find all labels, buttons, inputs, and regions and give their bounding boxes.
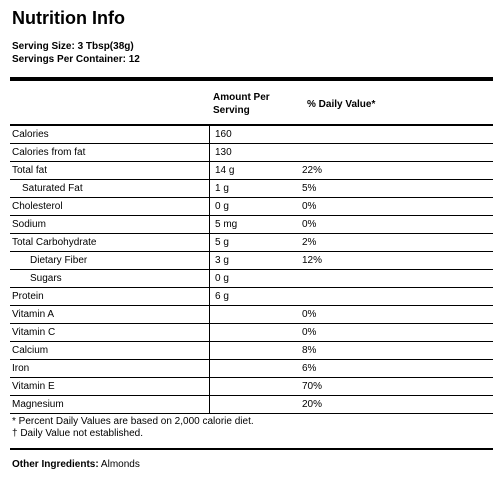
nutrient-name: Vitamin A (12, 309, 55, 320)
table-row: Vitamin C 0% (10, 324, 493, 342)
nutrient-amount: 3 g (209, 252, 229, 270)
nutrient-name: Calories from fat (12, 147, 86, 158)
nutrient-daily-value: 70% (302, 381, 323, 392)
nutrient-name: Sugars (30, 273, 62, 284)
nutrient-name: Dietary Fiber (30, 255, 88, 266)
table-row: Calories from fat 130 (10, 144, 493, 162)
nutrient-amount: 6 g (209, 288, 229, 306)
nutrient-amount (209, 378, 215, 396)
table-row: Calcium 8% (10, 342, 493, 360)
table-row: Vitamin E 70% (10, 378, 493, 396)
nutrient-amount: 130 (209, 144, 232, 162)
daily-value-not-established-note: † Daily Value not established. (12, 428, 144, 439)
nutrient-name: Total Carbohydrate (12, 237, 97, 248)
other-ingredients-label: Other Ingredients: (12, 459, 99, 470)
nutrient-daily-value: 6% (302, 363, 317, 374)
nutrient-amount (209, 342, 215, 360)
serving-info: Serving Size: 3 Tbsp(38g) Servings Per C… (12, 40, 140, 66)
other-ingredients-value: Almonds (100, 459, 140, 470)
table-row: Saturated Fat 1 g 5% (10, 180, 493, 198)
header-amount-per-serving: Amount Per Serving (213, 92, 270, 116)
nutrient-name: Vitamin E (12, 381, 55, 392)
nutrient-amount: 5 mg (209, 216, 237, 234)
table-row: Iron 6% (10, 360, 493, 378)
table-row: Sodium 5 mg 0% (10, 216, 493, 234)
nutrient-daily-value: 20% (302, 399, 323, 410)
nutrient-name: Sodium (12, 219, 46, 230)
servings-per-container: Servings Per Container: 12 (12, 54, 140, 65)
nutrient-daily-value: 8% (302, 345, 317, 356)
nutrient-name: Vitamin C (12, 327, 56, 338)
table-row: Sugars 0 g (10, 270, 493, 288)
page-title: Nutrition Info (12, 8, 125, 28)
nutrient-amount (209, 306, 215, 324)
nutrient-amount: 1 g (209, 180, 229, 198)
nutrient-amount (209, 396, 215, 414)
table-row: Total Carbohydrate 5 g 2% (10, 234, 493, 252)
nutrient-name: Total fat (12, 165, 48, 176)
nutrient-daily-value: 0% (302, 219, 317, 230)
nutrient-amount: 0 g (209, 198, 229, 216)
nutrient-name: Saturated Fat (22, 183, 83, 194)
nutrient-amount: 0 g (209, 270, 229, 288)
nutrient-amount: 160 (209, 126, 232, 144)
nutrient-amount (209, 360, 215, 378)
nutrient-name: Calcium (12, 345, 49, 356)
nutrient-name: Calories (12, 129, 49, 140)
nutrient-daily-value: 12% (302, 255, 323, 266)
percent-daily-values-note: * Percent Daily Values are based on 2,00… (12, 416, 254, 427)
nutrient-name: Protein (12, 291, 44, 302)
serving-size: Serving Size: 3 Tbsp(38g) (12, 41, 134, 52)
nutrient-amount (209, 324, 215, 342)
nutrient-name: Cholesterol (12, 201, 63, 212)
nutrient-table: Calories 160 Calories from fat 130 Total… (10, 126, 493, 414)
divider-bottom (10, 448, 493, 450)
table-row: Magnesium 20% (10, 396, 493, 414)
footnotes: * Percent Daily Values are based on 2,00… (12, 416, 254, 440)
nutrient-daily-value: 2% (302, 237, 317, 248)
other-ingredients: Other Ingredients: Almonds (12, 459, 140, 470)
table-row: Total fat 14 g 22% (10, 162, 493, 180)
nutrient-name: Iron (12, 363, 30, 374)
table-row: Cholesterol 0 g 0% (10, 198, 493, 216)
nutrient-daily-value: 0% (302, 201, 317, 212)
nutrient-daily-value: 5% (302, 183, 317, 194)
divider-thick (10, 77, 493, 81)
table-row: Vitamin A 0% (10, 306, 493, 324)
nutrient-daily-value: 0% (302, 309, 317, 320)
table-row: Calories 160 (10, 126, 493, 144)
table-row: Protein 6 g (10, 288, 493, 306)
nutrient-daily-value: 22% (302, 165, 323, 176)
header-daily-value: % Daily Value* (307, 99, 376, 110)
nutrient-amount: 14 g (209, 162, 234, 180)
nutrient-amount: 5 g (209, 234, 229, 252)
nutrient-daily-value: 0% (302, 327, 317, 338)
nutrient-name: Magnesium (12, 399, 64, 410)
divider-header (10, 124, 493, 126)
table-row: Dietary Fiber 3 g 12% (10, 252, 493, 270)
